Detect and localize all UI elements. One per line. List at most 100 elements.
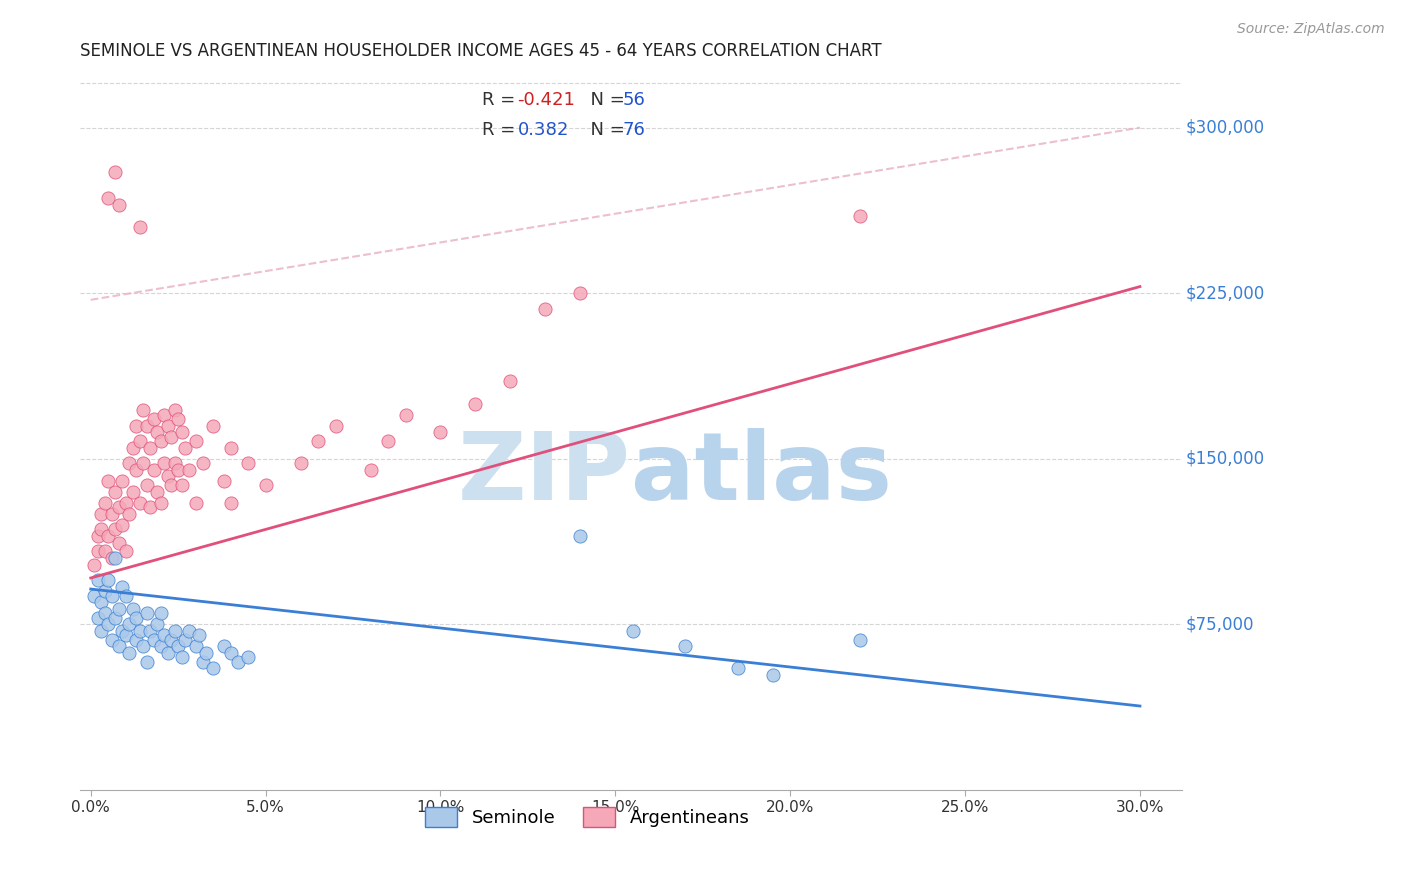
Point (534, 301, 557, 316)
Point (128, 434, 150, 449)
Point (139, 441, 162, 455)
Point (104, 484, 127, 499)
Text: $225,000: $225,000 (1185, 285, 1264, 302)
Point (170, 425, 193, 440)
Point (104, 165, 127, 179)
Point (163, 403, 186, 417)
Point (111, 474, 134, 488)
Point (149, 496, 172, 510)
Legend: Seminole, Argentineans: Seminole, Argentineans (418, 799, 756, 835)
Point (125, 463, 148, 477)
Point (118, 617, 141, 632)
Point (149, 640, 172, 654)
Point (87, 529, 110, 543)
Point (170, 478, 193, 492)
Point (93, 584, 115, 599)
Point (160, 632, 183, 647)
Text: R =: R = (482, 91, 522, 109)
Point (100, 507, 122, 521)
Point (499, 375, 522, 389)
Text: N =: N = (579, 120, 631, 139)
Point (128, 219, 150, 234)
Point (142, 463, 165, 477)
Point (156, 646, 179, 660)
Point (621, 624, 644, 638)
Point (107, 535, 129, 549)
Point (114, 544, 136, 558)
Point (87, 573, 110, 587)
Point (111, 518, 134, 533)
Text: R =: R = (482, 120, 527, 139)
Point (90, 507, 112, 521)
Point (121, 602, 143, 616)
Text: 76: 76 (623, 120, 645, 139)
Text: $150,000: $150,000 (1185, 450, 1264, 467)
Point (118, 456, 141, 470)
Point (132, 403, 155, 417)
Point (104, 551, 127, 566)
Point (128, 624, 150, 638)
Point (87, 544, 110, 558)
Point (107, 602, 129, 616)
Text: 0.382: 0.382 (517, 120, 569, 139)
Point (104, 611, 127, 625)
Point (167, 463, 190, 477)
Point (219, 646, 242, 660)
Point (167, 640, 190, 654)
Point (360, 463, 382, 477)
Point (128, 496, 150, 510)
Point (226, 655, 249, 669)
Point (139, 500, 162, 515)
Point (156, 418, 179, 433)
Point (174, 632, 197, 647)
Point (100, 551, 122, 566)
Point (212, 474, 235, 488)
Point (90, 523, 112, 537)
Point (83, 589, 105, 603)
Point (202, 418, 225, 433)
Point (177, 463, 200, 477)
Point (177, 624, 200, 638)
Point (135, 655, 157, 669)
Point (121, 484, 143, 499)
Point (111, 580, 134, 594)
Point (163, 456, 186, 470)
Point (135, 418, 157, 433)
Point (100, 589, 122, 603)
Point (97, 474, 120, 488)
Point (290, 456, 312, 470)
Point (132, 640, 155, 654)
Text: $75,000: $75,000 (1185, 615, 1254, 633)
Point (114, 589, 136, 603)
Point (394, 408, 416, 422)
Point (184, 640, 207, 654)
Point (107, 198, 129, 212)
Point (429, 425, 451, 440)
Point (139, 624, 162, 638)
Point (97, 191, 120, 205)
Point (125, 611, 148, 625)
Point (107, 500, 129, 515)
Point (160, 478, 183, 492)
Text: N =: N = (579, 91, 631, 109)
Point (146, 484, 169, 499)
Point (174, 441, 197, 455)
Point (184, 496, 207, 510)
Point (153, 628, 176, 642)
Point (114, 496, 136, 510)
Point (121, 441, 143, 455)
Point (849, 632, 872, 647)
Point (673, 640, 696, 654)
Point (90, 595, 112, 609)
Point (97, 617, 120, 632)
Point (219, 496, 242, 510)
Point (849, 209, 872, 223)
Point (125, 632, 148, 647)
Point (93, 544, 115, 558)
Text: atlas: atlas (631, 428, 891, 520)
Text: SEMINOLE VS ARGENTINEAN HOUSEHOLDER INCOME AGES 45 - 64 YEARS CORRELATION CHART: SEMINOLE VS ARGENTINEAN HOUSEHOLDER INCO… (80, 42, 882, 60)
Point (146, 617, 169, 632)
Text: -0.421: -0.421 (517, 91, 575, 109)
Point (219, 441, 242, 455)
Point (107, 640, 129, 654)
